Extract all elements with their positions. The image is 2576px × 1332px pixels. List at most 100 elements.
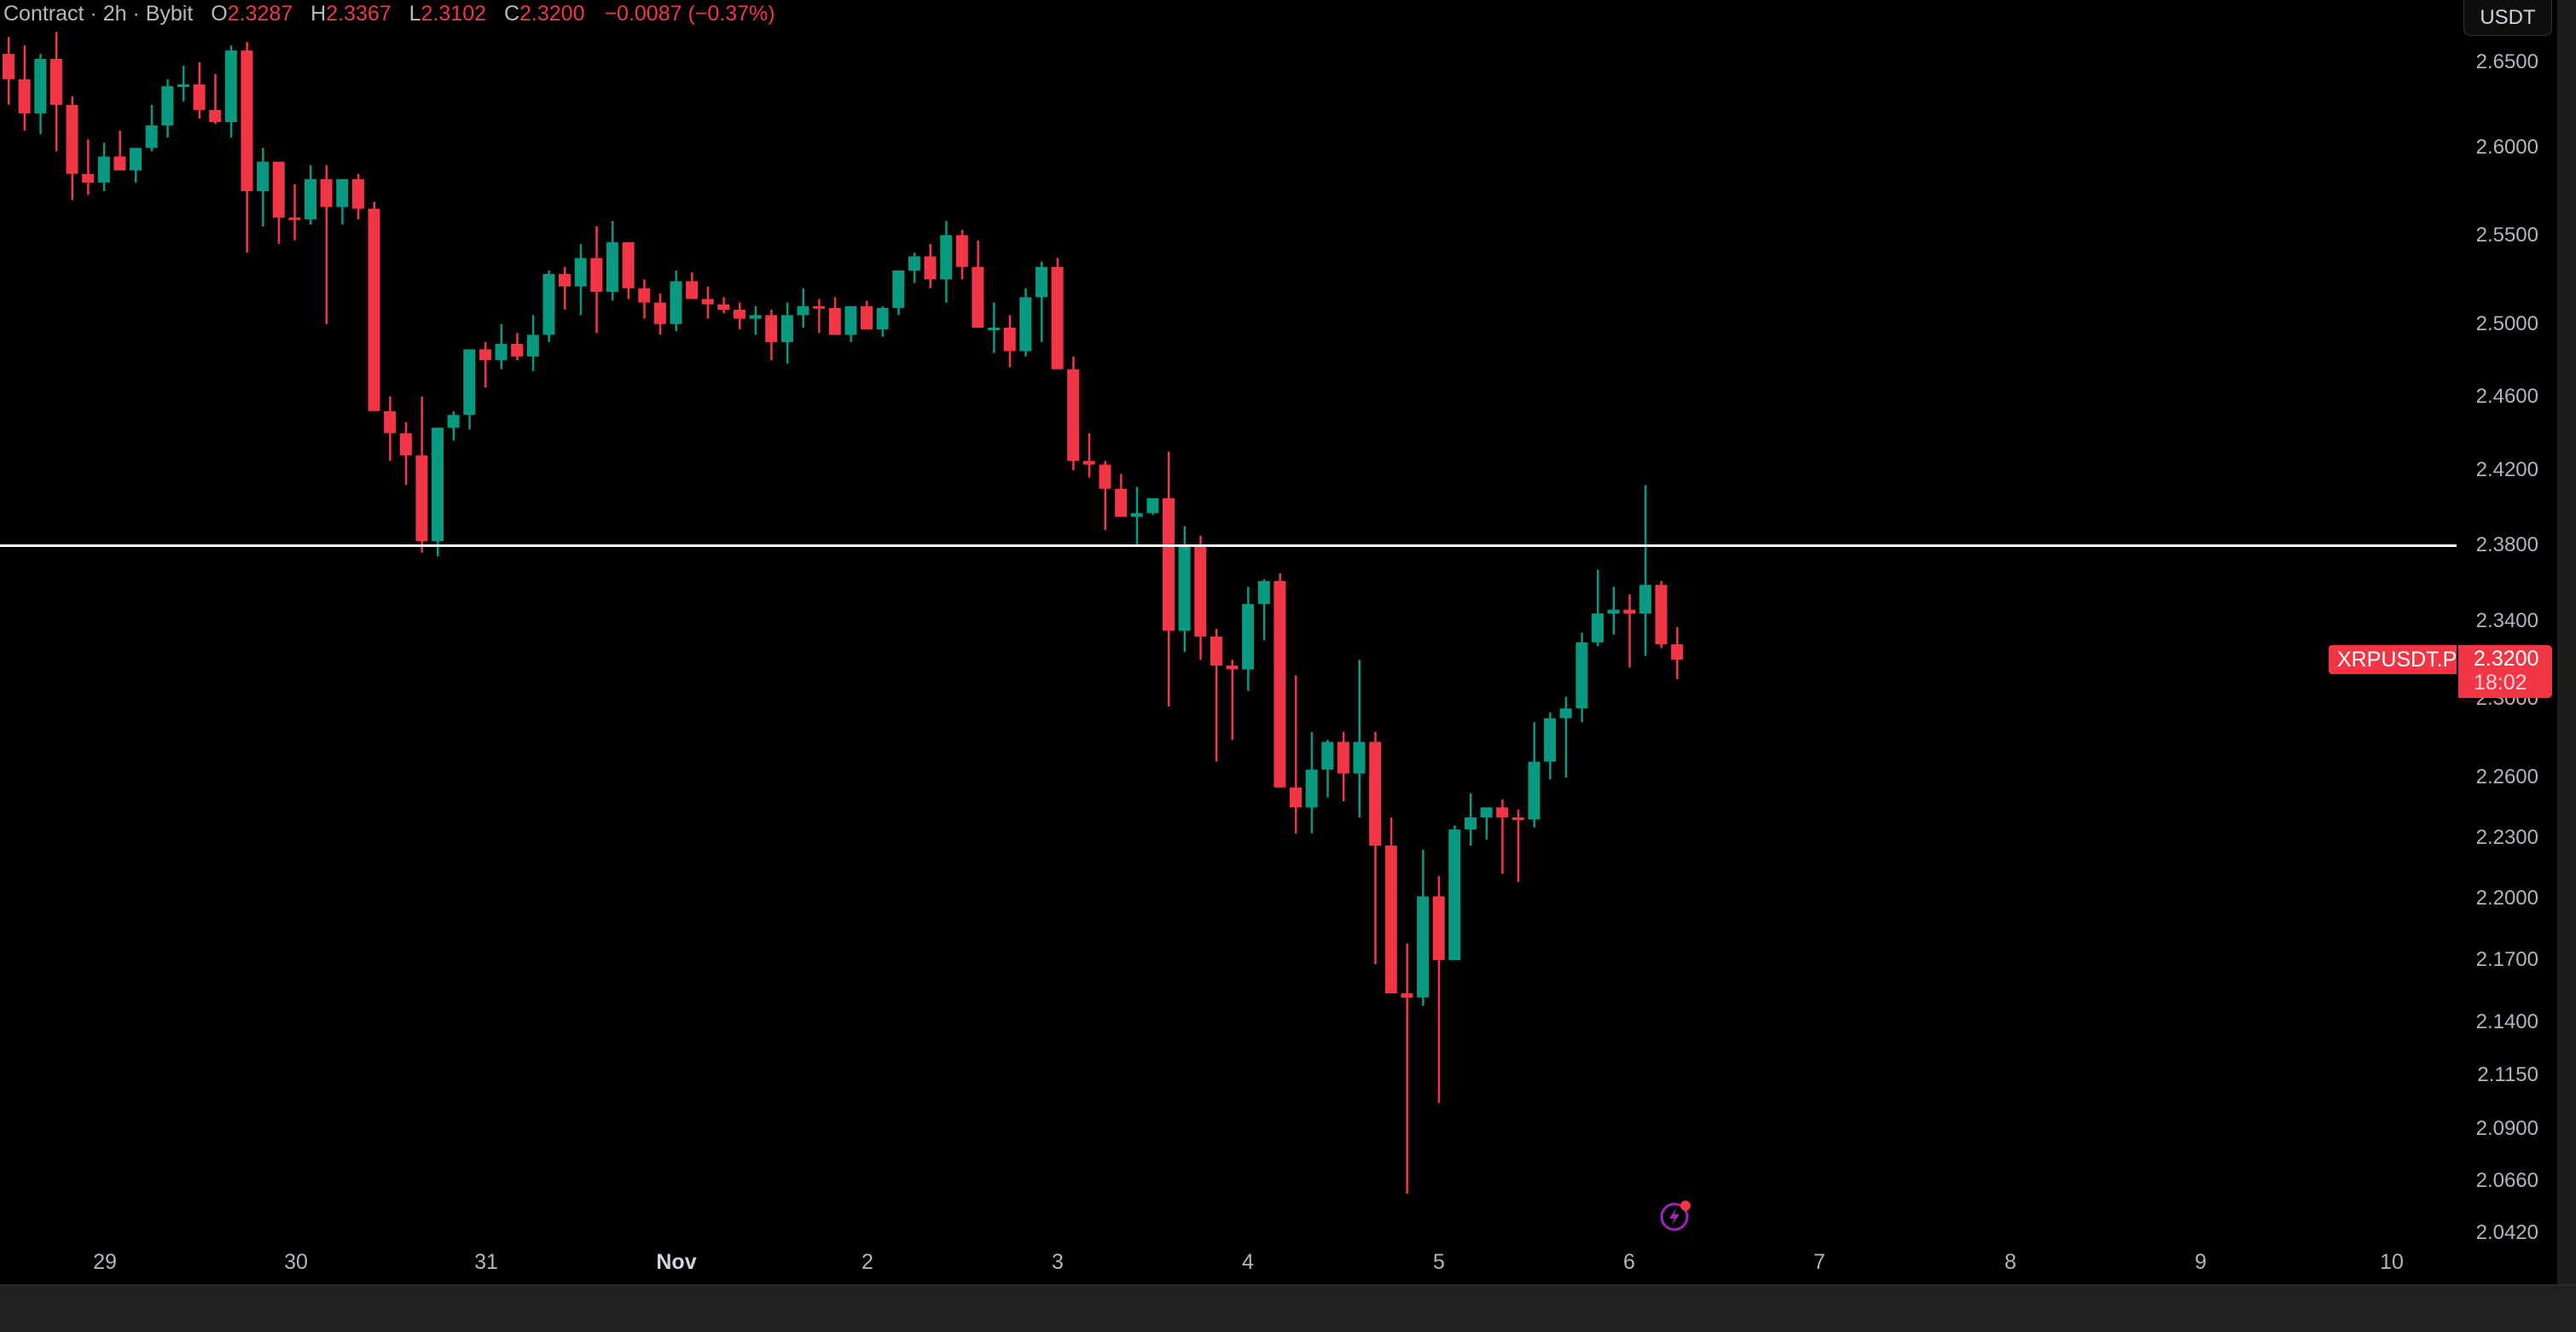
time-tick-label: 3	[1052, 1250, 1064, 1274]
candle	[1051, 266, 1064, 369]
candle	[606, 241, 618, 292]
candle	[1465, 817, 1477, 830]
candle	[559, 274, 571, 287]
lightning-alert-icon[interactable]	[1657, 1197, 1695, 1235]
candle	[66, 104, 78, 174]
legend-close-label: C	[503, 2, 520, 26]
right-toolbar-strip	[2557, 0, 2576, 1330]
candle	[272, 161, 285, 218]
candle	[224, 50, 237, 122]
time-tick-label: 7	[1813, 1250, 1825, 1274]
legend-open-label: O	[211, 2, 228, 26]
price-axis[interactable]: 2.6500 2.6000 2.5500 2.5000 2.4600 2.4200 2.38…	[2457, 0, 2557, 1284]
candle	[1257, 581, 1270, 604]
time-tick-label: 2	[862, 1250, 873, 1274]
price-tick-label: 2.5500	[2475, 223, 2538, 247]
candle	[1559, 708, 1572, 718]
candle	[1099, 464, 1111, 489]
candle	[861, 305, 873, 330]
candle	[638, 288, 651, 303]
candle	[415, 455, 428, 542]
price-tick-label: 2.1700	[2475, 948, 2538, 972]
candle	[145, 125, 158, 148]
candle	[1130, 513, 1143, 517]
price-tick-label: 2.6000	[2475, 136, 2538, 160]
price-tick-label: 2.6500	[2475, 50, 2538, 73]
candle	[1639, 585, 1651, 614]
price-tick-label: 2.2600	[2475, 765, 2538, 789]
candle	[908, 256, 920, 270]
candle	[844, 305, 857, 335]
bottom-panel	[0, 1284, 2576, 1332]
candle	[288, 217, 301, 220]
candle	[18, 79, 31, 113]
candle	[734, 310, 746, 319]
candle	[351, 178, 364, 209]
candle	[161, 85, 174, 125]
legend-low-label: L	[409, 2, 421, 26]
candle	[1146, 497, 1159, 514]
candle	[3, 54, 15, 79]
candle	[34, 59, 47, 113]
candle	[177, 84, 189, 87]
candle	[1417, 896, 1430, 998]
candle	[1019, 297, 1032, 352]
candle	[336, 178, 349, 207]
time-tick-label: 30	[284, 1250, 308, 1274]
candle	[1528, 761, 1540, 820]
bar-countdown: 18:02	[2474, 671, 2527, 695]
candle	[780, 315, 793, 342]
time-tick-label: Nov	[656, 1250, 697, 1274]
horizontal-line-drawing[interactable]	[0, 544, 2457, 547]
candle	[1178, 544, 1191, 631]
price-tick-label: 2.1150	[2477, 1063, 2538, 1087]
last-price-value: 2.3200	[2474, 647, 2539, 672]
candle	[1210, 637, 1222, 666]
chart-pane[interactable]: Contract · 2h · Bybit O2.3287 H2.3367 L2…	[0, 0, 2466, 1284]
candle	[511, 344, 524, 357]
legend-high-label: H	[310, 2, 327, 26]
candle	[1369, 742, 1382, 846]
candlestick-series	[3, 32, 1684, 1194]
price-tick-label: 2.4200	[2475, 458, 2538, 482]
candle	[955, 235, 968, 267]
candle	[590, 258, 603, 292]
candle	[1671, 644, 1684, 660]
time-tick-label: 9	[2195, 1250, 2207, 1274]
candle	[1655, 585, 1668, 644]
legend-close-value: 2.3200	[519, 2, 585, 26]
candle	[49, 59, 62, 105]
candle	[1003, 328, 1016, 352]
candle	[1575, 642, 1588, 709]
candle	[892, 270, 905, 308]
candle	[924, 256, 937, 280]
candle	[1401, 993, 1413, 998]
candle	[97, 156, 110, 183]
candle	[479, 349, 491, 361]
time-tick-label: 29	[93, 1250, 117, 1274]
price-tick-label: 2.2000	[2475, 886, 2538, 910]
candle	[542, 274, 555, 335]
candle	[1226, 666, 1239, 670]
currency-button[interactable]: USDT	[2463, 0, 2552, 36]
candle	[765, 315, 778, 342]
candle	[1082, 461, 1095, 465]
candle	[447, 415, 460, 428]
candle	[113, 156, 126, 171]
candle	[574, 258, 587, 287]
candle	[130, 148, 142, 171]
candle	[1305, 769, 1318, 808]
price-tick-label: 2.1400	[2475, 1010, 2538, 1034]
candle	[1163, 497, 1175, 631]
candle	[749, 315, 762, 319]
candle	[241, 50, 253, 192]
candle	[1290, 787, 1302, 808]
candle	[1353, 742, 1366, 774]
price-tick-label: 2.0420	[2475, 1221, 2538, 1245]
candle	[1544, 718, 1557, 762]
symbol-price-tag: XRPUSDT.P	[2329, 645, 2466, 675]
price-tick-label: 2.0900	[2475, 1116, 2538, 1140]
candle	[1321, 742, 1334, 770]
legend-change: −0.0087 (−0.37%)	[604, 2, 775, 26]
candle	[940, 235, 953, 280]
